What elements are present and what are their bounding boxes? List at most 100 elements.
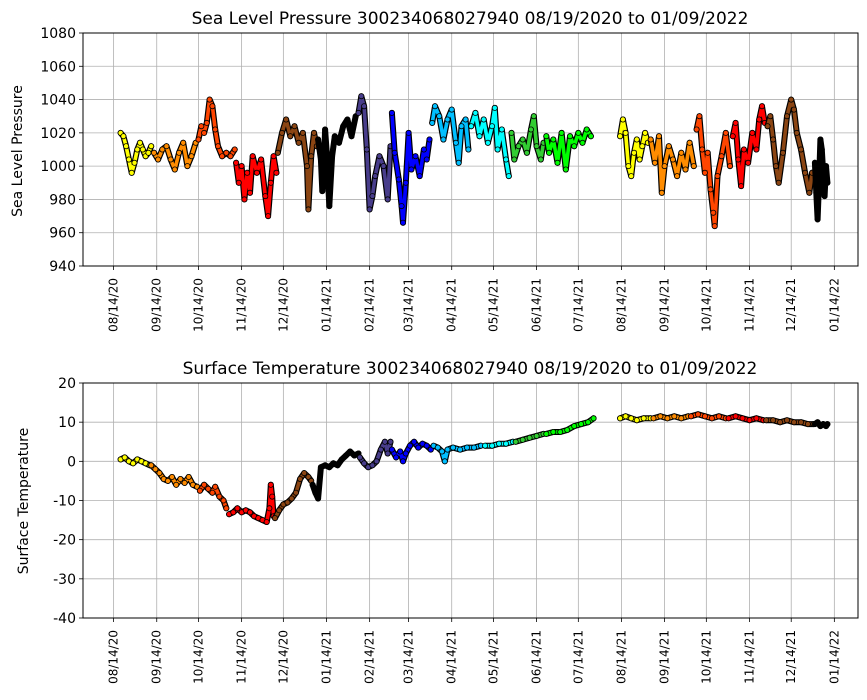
y-tick-label: 1080: [40, 26, 76, 42]
y-axis-label: Sea Level Pressure: [10, 85, 26, 217]
data-point: [273, 169, 280, 176]
series-line: [765, 97, 814, 195]
data-point: [489, 442, 496, 449]
data-series: [430, 442, 484, 465]
data-point: [295, 139, 302, 146]
data-point: [494, 146, 501, 153]
data-point: [745, 159, 752, 166]
data-point: [305, 473, 312, 480]
data-point: [688, 413, 695, 420]
data-point: [735, 156, 742, 163]
x-tick-label: 10/14/21: [699, 278, 713, 332]
data-series: [650, 413, 692, 422]
axes-frame: [82, 382, 859, 619]
data-point: [356, 454, 363, 461]
data-point: [369, 462, 376, 469]
data-point: [241, 196, 248, 203]
data-point: [397, 448, 404, 455]
data-point: [738, 183, 745, 190]
data-point: [533, 143, 540, 150]
data-series: [148, 462, 201, 490]
data-point: [690, 163, 697, 170]
y-tick-label: -20: [53, 533, 76, 549]
data-point: [802, 169, 809, 176]
data-point: [617, 133, 624, 140]
data-point: [622, 413, 629, 420]
data-point: [335, 139, 342, 146]
data-point: [196, 487, 203, 494]
data-point: [219, 153, 226, 160]
data-point: [710, 209, 717, 216]
data-point: [512, 438, 519, 445]
data-point: [388, 446, 395, 453]
data-point: [708, 415, 715, 422]
data-point: [426, 136, 433, 143]
data-point: [480, 116, 487, 123]
data-point: [274, 149, 281, 156]
data-series: [274, 116, 320, 213]
data-point: [441, 458, 448, 465]
data-point: [427, 446, 434, 453]
data-point: [558, 129, 565, 136]
data-point: [303, 163, 310, 170]
data-point: [489, 123, 496, 130]
x-tick-label: 08/14/21: [614, 278, 628, 332]
data-point: [398, 203, 405, 210]
data-point: [814, 419, 821, 426]
data-point: [457, 446, 464, 453]
data-point: [411, 438, 418, 445]
data-point: [590, 415, 597, 422]
data-series: [388, 438, 434, 465]
data-point: [770, 417, 777, 424]
plot-area: [117, 93, 831, 230]
data-point: [361, 103, 368, 110]
data-point: [173, 481, 180, 488]
data-point: [310, 129, 317, 136]
x-tick-label: 09/14/21: [658, 278, 672, 332]
data-point: [650, 415, 657, 422]
data-point: [429, 119, 436, 126]
data-point: [203, 119, 210, 126]
data-series: [388, 109, 433, 226]
data-point: [209, 489, 216, 496]
data-point: [340, 123, 347, 130]
data-point: [388, 109, 395, 116]
data-point: [372, 173, 379, 180]
data-point: [727, 163, 734, 170]
series-line: [310, 449, 361, 501]
data-point: [355, 109, 362, 116]
data-point: [642, 129, 649, 136]
data-point: [647, 136, 654, 143]
data-series: [725, 413, 767, 424]
data-series: [693, 113, 734, 230]
data-point: [550, 136, 557, 143]
data-point: [651, 159, 658, 166]
data-point: [326, 203, 333, 210]
data-point: [756, 116, 763, 123]
x-tick-label: 12/14/20: [276, 278, 290, 332]
data-point: [130, 460, 137, 467]
data-point: [746, 417, 753, 424]
data-point: [283, 116, 290, 123]
x-tick-label: 12/14/20: [276, 630, 290, 684]
data-point: [806, 189, 813, 196]
data-point: [434, 444, 441, 451]
data-point: [696, 113, 703, 120]
data-point: [693, 126, 700, 133]
data-point: [814, 216, 821, 223]
data-point: [587, 133, 594, 140]
x-tick-label: 10/14/21: [699, 630, 713, 684]
data-series: [811, 419, 831, 430]
x-tick-label: 02/14/21: [363, 278, 377, 332]
data-point: [271, 515, 278, 522]
data-point: [775, 179, 782, 186]
data-point: [366, 206, 373, 213]
data-point: [145, 149, 152, 156]
data-point: [543, 430, 550, 437]
data-point: [701, 169, 708, 176]
data-point: [793, 129, 800, 136]
data-point: [395, 176, 402, 183]
data-series: [688, 411, 729, 422]
data-point: [823, 163, 830, 170]
